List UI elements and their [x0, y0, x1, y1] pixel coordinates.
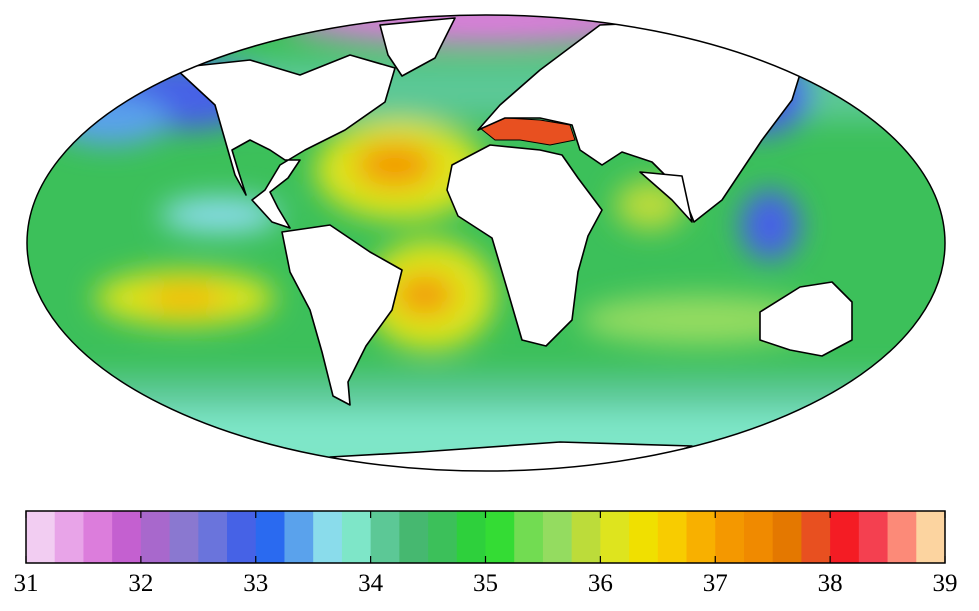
color-swatch — [456, 511, 486, 563]
salinity-map — [27, 15, 945, 471]
tick-label: 36 — [588, 570, 613, 597]
color-swatch — [772, 511, 802, 563]
color-swatch — [227, 511, 257, 563]
color-swatch — [600, 511, 630, 563]
color-swatch — [629, 511, 659, 563]
map-outline — [26, 14, 946, 472]
colorbar: 31 32 33 34 35 36 37 38 39 — [14, 510, 958, 597]
color-swatch — [657, 511, 688, 563]
color-swatch — [341, 511, 372, 563]
tick-label: 34 — [358, 570, 384, 597]
color-swatch — [571, 511, 601, 563]
color-swatch — [255, 511, 285, 563]
color-swatch — [887, 511, 917, 563]
tick-label: 31 — [14, 570, 39, 597]
color-swatch — [140, 511, 171, 563]
color-swatch — [801, 511, 831, 563]
color-swatch — [54, 511, 84, 563]
tick-label: 33 — [243, 570, 268, 597]
color-swatch — [370, 511, 400, 563]
tick-label: 39 — [933, 570, 958, 597]
color-swatch — [26, 511, 56, 563]
tick-label: 32 — [128, 570, 153, 597]
color-swatch — [399, 511, 429, 563]
tick-label: 37 — [703, 570, 728, 597]
color-swatch — [514, 511, 544, 563]
color-swatch — [485, 511, 515, 563]
color-swatch — [112, 511, 142, 563]
color-swatch — [313, 511, 343, 563]
color-swatch — [284, 511, 314, 563]
color-swatch — [169, 511, 199, 563]
color-swatch — [198, 511, 228, 563]
tick-label: 35 — [473, 570, 498, 597]
color-swatch — [858, 511, 889, 563]
color-swatch — [428, 511, 458, 563]
color-swatch — [83, 511, 113, 563]
color-swatch — [542, 511, 573, 563]
color-swatch — [743, 511, 774, 563]
color-swatch — [916, 511, 946, 563]
color-swatch — [830, 511, 860, 563]
color-swatch — [686, 511, 716, 563]
tick-label: 38 — [818, 570, 843, 597]
color-swatch — [715, 511, 745, 563]
